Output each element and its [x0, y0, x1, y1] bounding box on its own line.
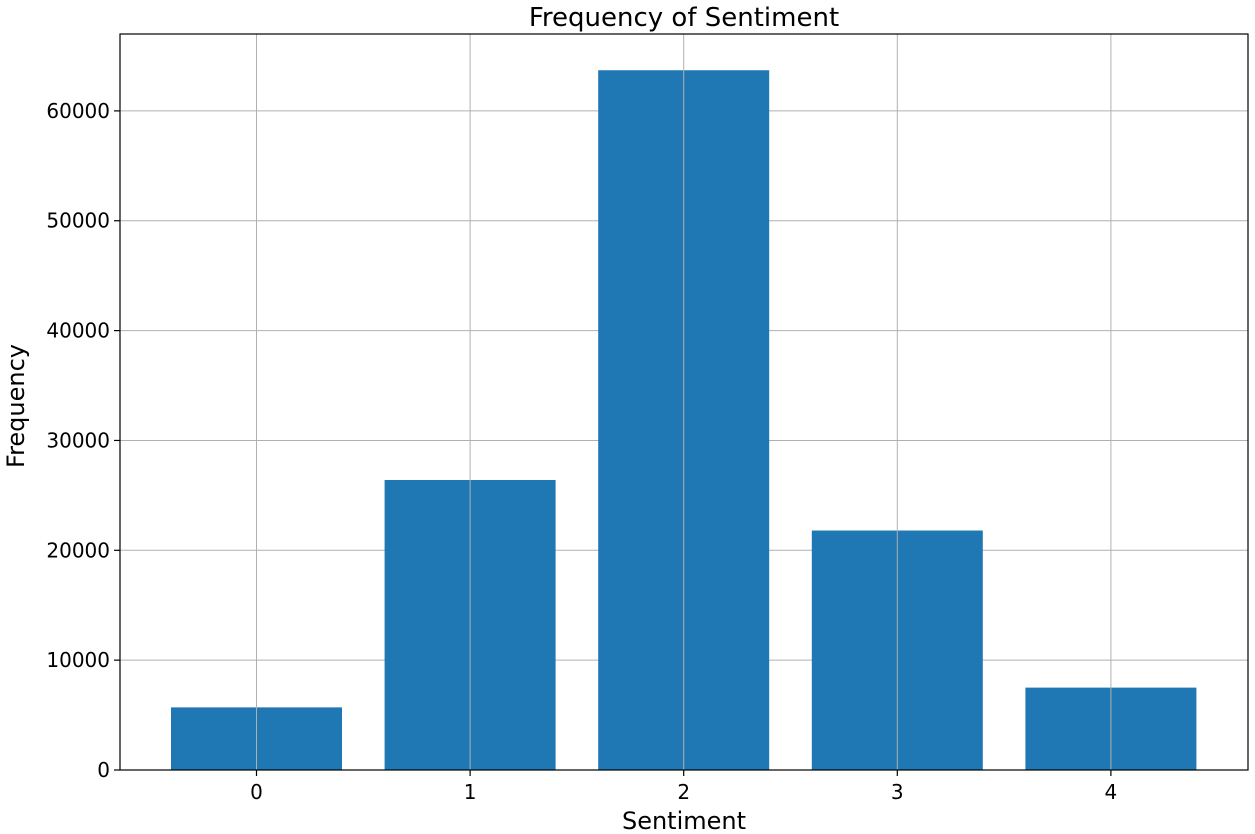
y-tick-label: 30000 [46, 428, 110, 452]
y-tick-label: 0 [97, 758, 110, 782]
chart-title: Frequency of Sentiment [529, 3, 839, 33]
x-axis-label: Sentiment [622, 807, 746, 834]
y-axis-label: Frequency [2, 344, 30, 468]
x-tick-label: 2 [677, 780, 690, 804]
y-tick-label: 40000 [46, 319, 110, 343]
plot-frame [119, 33, 1249, 771]
x-tick-label: 4 [1105, 780, 1118, 804]
vertical-grid-layer [256, 34, 1112, 770]
tick-layer: 0 10000 20000 30000 40000 50000 60000 0 1 2 3 4 [46, 99, 1117, 804]
y-tick-label: 50000 [46, 209, 110, 233]
x-tick-label: 3 [891, 780, 904, 804]
x-tick-label: 1 [464, 780, 477, 804]
y-tick-label: 10000 [46, 648, 110, 672]
y-tick-label: 60000 [46, 99, 110, 123]
x-tick-label: 0 [250, 780, 263, 804]
y-tick-label: 20000 [46, 538, 110, 562]
